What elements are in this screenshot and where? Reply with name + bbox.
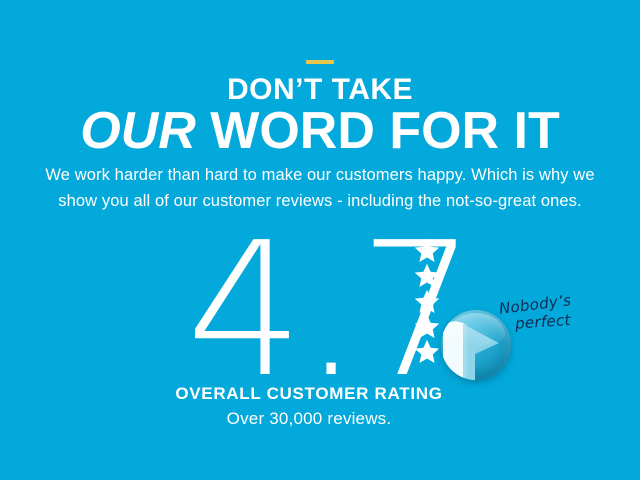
badge-arrow-mark-icon (441, 310, 511, 380)
star-icon (414, 339, 440, 364)
star-rating (410, 238, 444, 364)
star-icon (414, 238, 440, 263)
star-icon (414, 314, 440, 339)
subtitle-line-2: show you all of our customer reviews - i… (58, 192, 582, 210)
rating-score: 4.7 (186, 202, 476, 418)
star-icon (414, 289, 440, 314)
star-icon (414, 263, 440, 288)
headline-bottom: OUR WORD FOR IT (0, 103, 640, 159)
headline-top: DON’T TAKE (226, 73, 414, 106)
headline-emphasis: OUR (80, 102, 196, 160)
headline-rest: WORD FOR IT (195, 102, 560, 160)
rating-caption: OVERALL CUSTOMER RATING (175, 384, 443, 403)
subtitle-line-1: We work harder than hard to make our cus… (45, 166, 595, 184)
handwritten-annotation: Nobody’s perfect (498, 287, 607, 338)
subtitle: We work harder than hard to make our cus… (20, 162, 620, 214)
reviews-count: Over 30,000 reviews. (226, 409, 392, 428)
gold-dash-divider-icon (306, 60, 334, 64)
